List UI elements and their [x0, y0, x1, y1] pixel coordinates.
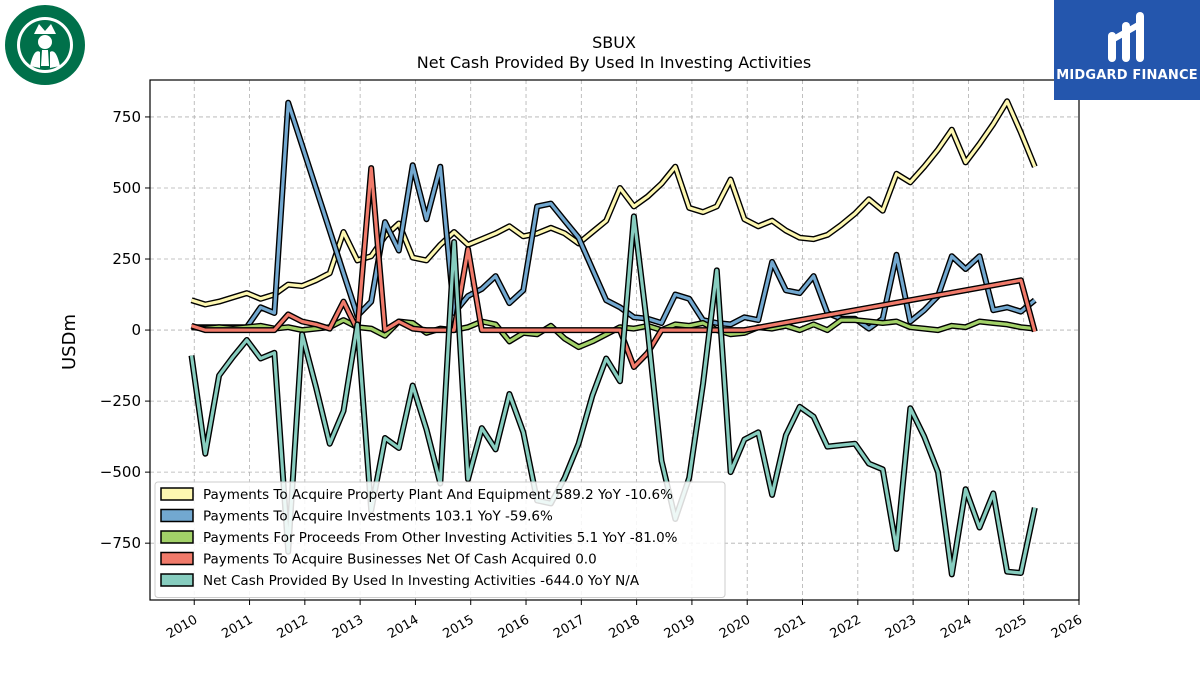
series-1 — [191, 99, 1037, 332]
y-tick-label: −500 — [100, 463, 141, 481]
x-tick-label: 2025 — [994, 612, 1030, 642]
legend: Payments To Acquire Property Plant And E… — [154, 481, 726, 598]
y-tick-label: −750 — [100, 534, 141, 552]
x-tick-label: 2020 — [717, 612, 753, 642]
plot-frame — [149, 79, 1080, 601]
legend-swatch — [160, 487, 194, 501]
x-tick-label: 2013 — [330, 612, 366, 642]
y-tick-label: 750 — [112, 108, 141, 126]
x-tick-label: 2018 — [606, 612, 642, 642]
brand-name: MIDGARD FINANCE — [1056, 68, 1198, 83]
x-axis-ticks: 2010 2011 2012 2013 2014 2015 2016 2017 2018 2019… — [164, 600, 1085, 642]
chart-subtitle: Net Cash Provided By Used In Investing A… — [417, 53, 811, 72]
series-4 — [188, 213, 1038, 578]
x-tick-label: 2010 — [164, 612, 200, 642]
x-tick-label: 2026 — [1049, 612, 1085, 642]
x-tick-label: 2021 — [772, 612, 808, 642]
x-tick-label: 2015 — [441, 612, 477, 642]
x-tick-label: 2024 — [938, 612, 974, 642]
legend-label: Payments To Acquire Businesses Net Of Ca… — [203, 552, 597, 568]
series-lines — [188, 98, 1038, 578]
x-tick-label: 2019 — [662, 612, 698, 642]
x-tick-label: 2011 — [219, 612, 255, 642]
series-3 — [190, 165, 1038, 370]
legend-swatch — [160, 573, 194, 587]
legend-label: Payments For Proceeds From Other Investi… — [203, 530, 678, 546]
chart-title: SBUX — [592, 33, 636, 52]
x-tick-label: 2017 — [551, 612, 587, 642]
series-line — [191, 101, 1036, 331]
legend-frame — [154, 481, 726, 598]
midgard-logo-icon — [1108, 12, 1144, 62]
legend-label: Payments To Acquire Property Plant And E… — [203, 487, 673, 503]
y-axis-label: USDm — [59, 314, 80, 370]
series-line — [191, 99, 1037, 307]
legend-swatch — [160, 551, 194, 566]
legend-label: Net Cash Provided By Used In Investing A… — [203, 573, 640, 589]
midgard-brand-badge: MIDGARD FINANCE — [1054, 0, 1200, 100]
y-tick-label: 250 — [112, 250, 141, 268]
x-tick-label: 2014 — [385, 612, 421, 642]
series-line-outline — [191, 99, 1037, 332]
x-tick-label: 2016 — [496, 612, 532, 642]
legend-label: Payments To Acquire Investments 103.1 Yo… — [203, 509, 553, 525]
series-0 — [190, 98, 1038, 308]
y-tick-label: −250 — [100, 392, 141, 410]
x-tick-label: 2023 — [883, 612, 919, 642]
series-line — [189, 214, 1037, 576]
y-tick-label: 500 — [112, 179, 141, 197]
legend-swatch — [160, 530, 194, 544]
legend-swatch — [160, 508, 194, 523]
x-tick-label: 2022 — [828, 612, 864, 642]
series-line — [191, 166, 1037, 369]
y-axis-ticks: −750 −500 −250 0 250 500 750 — [100, 108, 150, 552]
y-tick-label: 0 — [131, 321, 141, 339]
starbucks-siren-logo-icon — [5, 5, 85, 85]
x-tick-label: 2012 — [275, 612, 311, 642]
